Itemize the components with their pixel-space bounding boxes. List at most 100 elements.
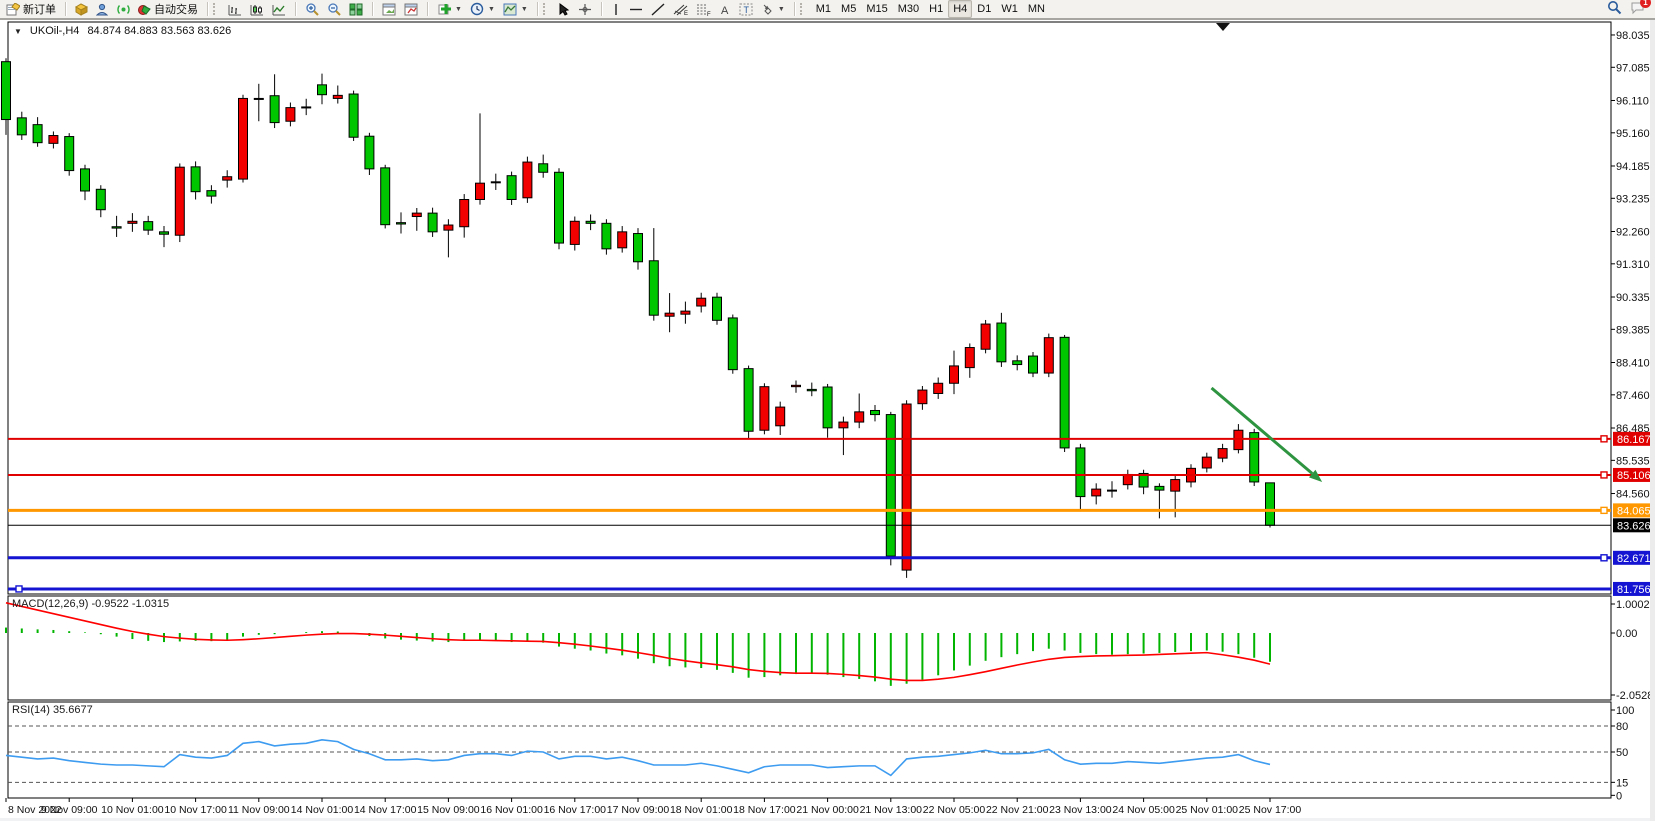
candlestick-button[interactable] [246,0,268,18]
candle-body [1154,485,1165,491]
svg-text:T: T [743,5,749,15]
equidistant-channel-button[interactable]: E [669,0,692,18]
signals-icon [117,3,130,16]
arrow-annotation[interactable] [1210,386,1314,475]
toolbar-drag-handle[interactable] [213,3,220,15]
signals-button[interactable] [113,0,134,18]
fibonacci-button[interactable]: F [692,0,715,18]
candle-body [949,365,959,384]
time-axis-label: 23 Nov 13:00 [1049,804,1112,816]
trendline-button[interactable] [647,0,669,18]
new-order-button[interactable]: 新订单 [2,0,60,18]
candle-body [490,181,501,184]
line-chart-button[interactable] [268,0,290,18]
toolbar-group-objects-add: ▼ ▼ ▼ [431,0,534,18]
candle-body [190,166,201,193]
candle-body [475,182,485,201]
one-click-trading-arrow-icon[interactable]: ▼ [14,26,22,36]
line-anchor-handle[interactable] [1600,471,1608,479]
line-anchor-handle[interactable] [1600,554,1608,562]
add-indicator-button[interactable]: ▼ [433,0,466,18]
chevron-down-icon[interactable]: ▼ [777,5,785,13]
timeframe-mn[interactable]: MN [1023,0,1050,18]
time-axis-label: 22 Nov 21:00 [986,804,1049,816]
line-anchor-handle[interactable] [1600,506,1608,515]
chart-title-overlay: ▼ UKOil-,H4 84.874 84.883 83.563 83.626 [14,25,231,37]
toolbar-group-timeframes: M1 M5 M15 M30 H1 H4 D1 W1 MN [809,0,1052,18]
toolbar-drag-handle[interactable] [799,3,807,15]
text-button[interactable]: A [715,0,735,18]
timeframe-d1[interactable]: D1 [972,0,996,18]
candle-body [1075,447,1086,498]
auto-arrange-icon [382,3,396,16]
candle-body [538,163,549,173]
cascade-button[interactable] [400,0,422,18]
line-anchor-handle[interactable] [15,585,23,593]
macd-panel[interactable] [7,595,1612,701]
time-axis-label: 25 Nov 17:00 [1239,804,1302,816]
chart-shift-marker-icon[interactable] [1216,23,1230,31]
timeframe-m1[interactable]: M1 [811,0,836,18]
candle-body [727,317,738,371]
candle-body [1249,432,1260,483]
zoom-in-icon [305,2,319,16]
toolbar-separator [600,2,602,16]
arrows-button[interactable]: ▼ [757,0,789,18]
chart-canvas[interactable]: 86.167 85.106 84.065 82.671 81.756 83.626 98.0… [0,20,1655,821]
bar-chart-button[interactable] [224,0,246,18]
arrow-annotation-head[interactable] [1308,469,1323,482]
candle-body [143,221,154,231]
text-label-button[interactable]: T [735,0,757,18]
autotrade-icon [138,3,151,16]
timeframe-h1-label: H1 [929,3,944,15]
time-axis-label: 10 Nov 17:00 [164,804,227,816]
periods-button[interactable]: ▼ [466,0,499,18]
candle-body [285,107,296,122]
toolbar-separator [536,2,538,16]
timeframe-h4[interactable]: H4 [948,0,973,18]
candle-body [1170,479,1181,492]
timeframe-m30[interactable]: M30 [893,0,924,18]
horizontal-line-button[interactable] [625,0,647,18]
price-axis-label: 89.385 [1616,324,1650,336]
zoom-out-button[interactable] [323,0,345,18]
candle-body [427,212,438,233]
time-axis-label: 10 Nov 01:00 [101,804,164,816]
timeframe-w1[interactable]: W1 [996,0,1023,18]
templates-button[interactable]: ▼ [499,0,532,18]
toolbar-drag-handle[interactable] [542,3,550,15]
candle-body [885,414,896,557]
tile-windows-button[interactable] [345,0,367,18]
rsi-line [5,739,1271,777]
candle-body [364,135,375,170]
market-watch-button[interactable] [71,0,92,18]
chevron-down-icon[interactable]: ▼ [487,5,495,13]
time-axis-label: 15 Nov 09:00 [417,804,480,816]
line-anchor-handle[interactable] [1600,435,1608,443]
chevron-down-icon[interactable]: ▼ [455,5,462,13]
timeframe-m5[interactable]: M5 [836,0,861,18]
candle-body [222,176,233,181]
price-axis-label: 92.260 [1616,226,1650,238]
time-axis-label: 18 Nov 17:00 [733,804,796,816]
data-window-button[interactable] [92,0,113,18]
chevron-down-icon[interactable]: ▼ [520,5,528,13]
timeframe-h1[interactable]: H1 [924,0,948,18]
search-button[interactable] [1607,0,1622,18]
zoom-in-button[interactable] [301,0,323,18]
candle-body [1107,489,1117,492]
auto-arrange-button[interactable] [378,0,400,18]
timeframe-m15[interactable]: M15 [861,0,892,18]
vertical-line-button[interactable] [607,0,625,18]
cursor-button[interactable] [554,0,574,18]
candle-body [617,231,628,249]
chat-button[interactable]: 1 [1630,0,1651,18]
rsi-panel[interactable] [7,701,1612,799]
autotrade-button[interactable]: 自动交易 [134,0,202,18]
vertical-line-icon [611,3,621,16]
price-line-badge [1613,503,1655,518]
toolbar-group-arrange [376,0,424,18]
main-price-panel[interactable] [7,21,1612,595]
crosshair-button[interactable] [574,0,596,18]
toolbar-separator [65,2,66,16]
